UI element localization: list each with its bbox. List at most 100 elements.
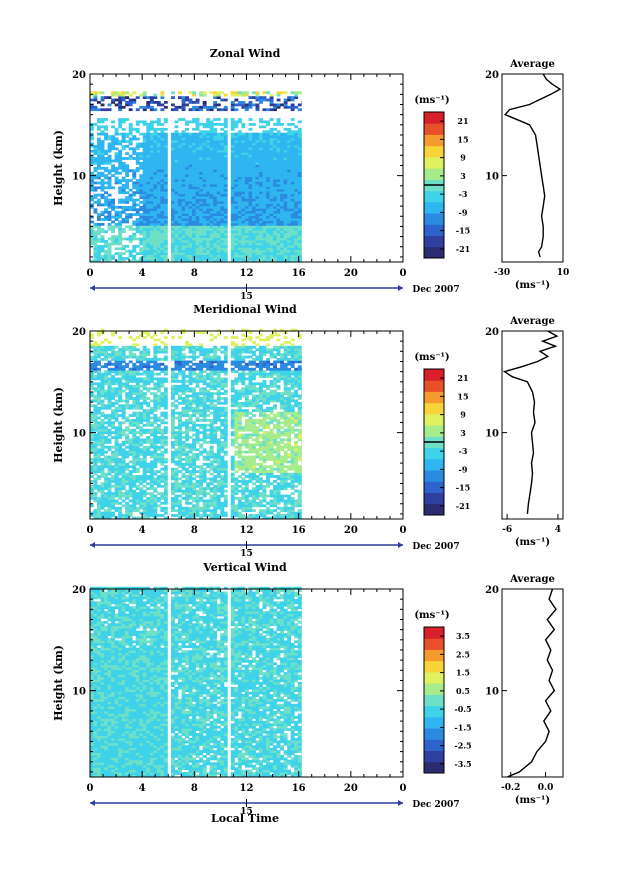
y-tick-label: 10 bbox=[72, 172, 86, 183]
colorbar-swatch bbox=[424, 492, 444, 505]
colorbar-swatch bbox=[424, 638, 444, 650]
average-frame bbox=[501, 330, 564, 520]
date-tick-label: 15 bbox=[240, 807, 253, 817]
colorbar-tick-label: 1.5 bbox=[456, 668, 470, 678]
colorbar-tick-label: -0.5 bbox=[454, 704, 471, 714]
colorbar-swatch bbox=[424, 649, 444, 662]
colorbar-swatch bbox=[424, 391, 444, 404]
panel-title: Zonal Wind bbox=[210, 47, 281, 60]
colorbar-tick-label: 21 bbox=[457, 116, 468, 126]
colorbar-swatch bbox=[424, 425, 444, 437]
colorbar-swatch bbox=[424, 761, 444, 774]
y-axis-label: Height (km) bbox=[52, 130, 65, 206]
average-x-tick-label: -30 bbox=[494, 268, 510, 278]
colorbar-tick-label: 3 bbox=[460, 171, 466, 181]
x-tick-label: 4 bbox=[139, 783, 146, 794]
colorbar-swatch bbox=[424, 660, 444, 673]
heatmap-cells bbox=[90, 91, 302, 263]
date-axis-arrow-left bbox=[90, 800, 95, 806]
average-x-tick-label: -6 bbox=[502, 525, 512, 535]
average-unit: (ms⁻¹) bbox=[515, 537, 550, 548]
colorbar-swatch bbox=[424, 380, 444, 392]
x-tick-label: 16 bbox=[292, 783, 306, 794]
colorbar: 21 15 9 3 -3 -9 -15 -21 bbox=[423, 111, 470, 259]
date-axis-arrow-left bbox=[90, 285, 95, 291]
average-unit: (ms⁻¹) bbox=[515, 795, 550, 806]
colorbar-tick-label: 2.5 bbox=[456, 649, 470, 659]
colorbar-swatch bbox=[424, 627, 444, 639]
average-x-tick-label: 10 bbox=[557, 268, 570, 278]
date-tick-label: 15 bbox=[240, 549, 253, 559]
colorbar-tick-label: -3 bbox=[459, 189, 468, 199]
heatmap-cells bbox=[90, 586, 302, 778]
colorbar-swatch bbox=[424, 168, 444, 180]
vertical-wind-panel: Vertical Wind 0 4 8 12 16 20 0 10 20 Height (km) 1… bbox=[52, 561, 564, 817]
colorbar-swatch bbox=[424, 123, 444, 135]
x-tick-label: 16 bbox=[292, 525, 306, 536]
y-tick-label: 20 bbox=[72, 327, 86, 338]
colorbar-tick-label: 15 bbox=[457, 391, 468, 401]
colorbar-tick-label: 0.5 bbox=[456, 686, 470, 696]
panel-title: Vertical Wind bbox=[202, 561, 287, 574]
colorbar-swatch bbox=[424, 112, 444, 124]
average-y-tick-label: 10 bbox=[485, 172, 499, 183]
colorbar-tick-label: 21 bbox=[457, 373, 468, 383]
y-tick-label: 20 bbox=[72, 585, 86, 596]
colorbar-tick-label: -3 bbox=[459, 446, 468, 456]
date-axis-arrow-right bbox=[398, 542, 403, 548]
x-axis-label: Local Time bbox=[211, 812, 279, 825]
average-title: Average bbox=[509, 316, 555, 327]
x-tick-label: 20 bbox=[344, 525, 358, 536]
colorbar-tick-label: 9 bbox=[460, 410, 466, 420]
x-tick-label: 8 bbox=[191, 783, 198, 794]
colorbar-tick-label: -9 bbox=[459, 207, 468, 217]
x-tick-label: 0 bbox=[400, 783, 407, 794]
x-tick-label: 0 bbox=[87, 783, 94, 794]
colorbar-swatch bbox=[424, 739, 444, 751]
colorbar-swatch bbox=[424, 369, 444, 381]
average-profile-line bbox=[503, 73, 562, 258]
colorbar-tick-label: -2.5 bbox=[454, 741, 471, 751]
average-x-tick-label: 0.0 bbox=[538, 783, 554, 793]
date-axis-arrow-right bbox=[398, 800, 403, 806]
colorbar-swatch bbox=[424, 402, 444, 415]
colorbar-tick-label: 9 bbox=[460, 153, 466, 163]
x-tick-label: 12 bbox=[240, 268, 254, 279]
average-x-tick-label: -0.2 bbox=[501, 783, 520, 793]
x-tick-label: 20 bbox=[344, 783, 358, 794]
colorbar-swatch bbox=[424, 705, 444, 718]
colorbar-tick-label: -21 bbox=[456, 244, 470, 254]
y-tick-label: 10 bbox=[72, 687, 86, 698]
colorbar-swatch bbox=[424, 716, 444, 729]
average-profile-line bbox=[502, 330, 559, 514]
colorbar-swatch bbox=[424, 235, 444, 248]
colorbar-swatch bbox=[424, 481, 444, 493]
meridional-wind-panel: Meridional Wind 0 4 8 12 16 20 0 10 20 Height (km… bbox=[52, 303, 564, 559]
colorbar-swatch bbox=[424, 750, 444, 763]
colorbar-tick-label: 3 bbox=[460, 428, 466, 438]
y-tick-label: 10 bbox=[72, 429, 86, 440]
colorbar-swatch bbox=[424, 458, 444, 471]
colorbar: 3.5 2.5 1.5 0.5 -0.5 -1.5 -2.5 -3.5 bbox=[423, 626, 472, 774]
average-y-tick-label: 10 bbox=[485, 687, 499, 698]
colorbar-swatch bbox=[424, 671, 444, 684]
colorbar-tick-label: -3.5 bbox=[454, 759, 471, 769]
colorbar-tick-label: -9 bbox=[459, 464, 468, 474]
colorbar-swatch bbox=[424, 470, 444, 482]
colorbar-swatch bbox=[424, 503, 444, 516]
x-tick-label: 16 bbox=[292, 268, 306, 279]
x-tick-label: 8 bbox=[191, 525, 198, 536]
average-frame bbox=[501, 588, 564, 778]
average-x-tick-label: 4 bbox=[555, 525, 561, 535]
x-tick-label: 0 bbox=[87, 268, 94, 279]
average-y-tick-label: 20 bbox=[485, 70, 499, 81]
x-tick-label: 0 bbox=[87, 525, 94, 536]
colorbar-unit: (ms⁻¹) bbox=[414, 610, 449, 621]
zonal-wind-panel: Zonal Wind 0 4 8 12 16 20 0 10 20 Height (km) 15 De… bbox=[52, 47, 569, 302]
average-y-tick-label: 20 bbox=[485, 585, 499, 596]
date-label: Dec 2007 bbox=[412, 542, 459, 552]
x-tick-label: 0 bbox=[400, 268, 407, 279]
colorbar-swatch bbox=[424, 224, 444, 236]
colorbar-swatch bbox=[424, 213, 444, 225]
